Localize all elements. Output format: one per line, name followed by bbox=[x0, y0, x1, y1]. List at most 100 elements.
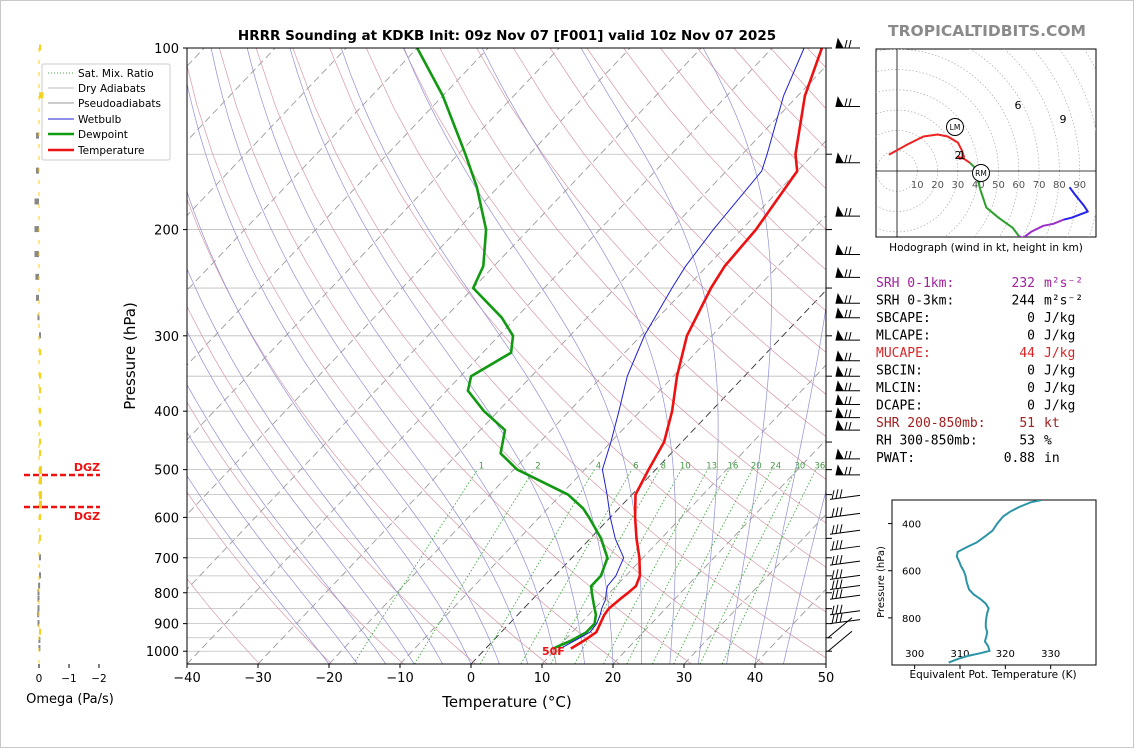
index-unit-8: kt bbox=[1044, 416, 1060, 431]
dry-adiabat-370 bbox=[476, 48, 826, 438]
mixing-ratio-line-6 bbox=[520, 469, 633, 664]
wind-barb-shaft-11 bbox=[829, 489, 861, 500]
hodograph-ring-label-1: 20 bbox=[931, 180, 944, 191]
skewt-legend: Sat. Mix. Ratio Dry Adiabats Pseudoadiab… bbox=[41, 63, 171, 161]
wind-barb-flag-15 bbox=[835, 407, 860, 419]
isotherm--40 bbox=[187, 48, 773, 664]
index-label-0: SRH 0-1km: bbox=[876, 276, 954, 291]
wind-barb-shaft-10 bbox=[829, 507, 861, 518]
index-unit-7: J/kg bbox=[1044, 399, 1075, 414]
wind-barb-14 bbox=[835, 419, 860, 431]
moist-adiabat-40 bbox=[754, 305, 826, 664]
wind-barb-feathers-17 bbox=[844, 382, 852, 391]
mixing-ratio-label-8: 8 bbox=[661, 462, 666, 472]
wind-barb-feathers-15 bbox=[844, 409, 852, 418]
mixing-ratio-label-10: 10 bbox=[680, 462, 691, 472]
theta-ytick-label-1: 600 bbox=[902, 567, 921, 578]
isotherm--100 bbox=[187, 48, 347, 217]
wind-barb-feathers-14 bbox=[844, 421, 852, 431]
hodograph-ring-label-3: 40 bbox=[972, 180, 985, 191]
storm-motion-marker-0 bbox=[946, 118, 964, 136]
wind-barb-8 bbox=[829, 540, 861, 551]
wind-barb-15 bbox=[835, 407, 860, 419]
omega-bar-1 bbox=[38, 637, 41, 644]
theta-e-xlabel: Equivalent Pot. Temperature (K) bbox=[909, 669, 1076, 681]
wind-barb-5 bbox=[829, 579, 861, 590]
dry-adiabat-380 bbox=[513, 48, 826, 395]
wind-barb-16 bbox=[835, 394, 860, 406]
wind-barb-4 bbox=[829, 589, 861, 600]
index-label-6: MLCIN: bbox=[876, 381, 923, 396]
wind-barb-flag-25 bbox=[835, 205, 860, 217]
wind-barb-feathers-27 bbox=[844, 98, 852, 107]
omega-bar-16 bbox=[39, 466, 42, 475]
theta-xtick-label-3: 330 bbox=[1041, 649, 1060, 660]
theta-xtick-label-1: 310 bbox=[950, 649, 969, 660]
wind-barb-25 bbox=[835, 205, 860, 217]
dry-adiabat-350 bbox=[402, 48, 826, 524]
hodograph: 10 20 30 40 50 60 70 80 90 12 6 9 LM RM bbox=[876, 49, 1096, 237]
mixing-ratio-label-20: 20 bbox=[751, 462, 762, 472]
theta-e-panel: 300 310 320 330 400 600 800 bbox=[888, 500, 1060, 669]
mixing-ratio-line-24 bbox=[673, 469, 773, 664]
index-label-8: SHR 200-850mb: bbox=[876, 416, 986, 431]
wind-barb-21 bbox=[835, 307, 860, 319]
skewt-xtick-label-0: −40 bbox=[173, 671, 200, 686]
omega-bar-33 bbox=[39, 92, 44, 99]
index-value-1: 244 bbox=[1012, 294, 1036, 309]
skewt-ytick-label-6: 700 bbox=[154, 552, 179, 567]
skewt-xtick-label-4: 0 bbox=[467, 671, 475, 686]
dgz-top-label: DGZ bbox=[74, 461, 100, 474]
omega-bar-5 bbox=[37, 605, 40, 612]
skewt-ytick-label-4: 500 bbox=[154, 464, 179, 479]
dry-adiabat-260 bbox=[187, 401, 404, 664]
hodograph-ring-label-5: 60 bbox=[1012, 180, 1025, 191]
wind-barb-shaft-5 bbox=[829, 579, 861, 590]
hodograph-height-label-2: 6 bbox=[1015, 99, 1022, 112]
skewt-background-lines bbox=[187, 48, 826, 664]
hodograph-segment-0 bbox=[888, 133, 971, 164]
skewt-xtick-label-9: 50 bbox=[818, 671, 835, 686]
dry-adiabat-320 bbox=[292, 48, 826, 659]
index-value-6: 0 bbox=[1027, 381, 1035, 396]
mixing-ratio-label-13: 13 bbox=[706, 462, 717, 472]
wind-barb-flag-14 bbox=[835, 419, 860, 431]
wind-barb-feathers-18 bbox=[844, 368, 852, 377]
omega-bar-18 bbox=[39, 438, 41, 445]
wind-barb-flag-21 bbox=[835, 307, 860, 319]
dry-adiabat-290 bbox=[187, 64, 620, 664]
omega-bar-17 bbox=[39, 449, 41, 456]
moist-adiabat-0 bbox=[187, 190, 472, 664]
wind-barb-shaft-2 bbox=[829, 613, 861, 625]
omega-bar-15 bbox=[39, 476, 42, 485]
wind-barb-flag-24 bbox=[835, 244, 860, 256]
wind-barb-feathers-13 bbox=[844, 450, 852, 460]
skewt-ytick-label-1: 200 bbox=[154, 224, 179, 239]
theta-ytick-label-0: 400 bbox=[902, 520, 921, 531]
wind-barb-flag-19 bbox=[835, 350, 860, 362]
omega-bar-32 bbox=[36, 132, 39, 139]
mixing-ratio-labels: 1 2 4 6 8 10 13 16 20 24 30 36 bbox=[479, 462, 826, 472]
wind-barb-feathers-22 bbox=[844, 295, 852, 304]
index-label-7: DCAPE: bbox=[876, 399, 923, 414]
wind-barb-feathers-28 bbox=[844, 39, 852, 49]
mixing-ratio-line-2 bbox=[414, 469, 535, 664]
skewt-xlabel: Temperature (°C) bbox=[441, 693, 571, 711]
mixing-ratio-line-20 bbox=[651, 469, 753, 664]
omega-bar-26 bbox=[36, 294, 39, 301]
moist-adiabat-28 bbox=[481, 48, 677, 664]
legend-temperature: Temperature bbox=[77, 145, 145, 157]
chart-title: HRRR Sounding at KDKB Init: 09z Nov 07 [… bbox=[238, 28, 776, 44]
wind-barb-feathers-24 bbox=[844, 246, 852, 255]
index-value-2: 0 bbox=[1027, 311, 1035, 326]
mixing-ratio-label-1: 1 bbox=[479, 462, 484, 472]
isotherm--80 bbox=[187, 48, 489, 366]
moist-adiabat-4 bbox=[187, 81, 500, 664]
wind-barb-shaft-8 bbox=[829, 540, 861, 551]
skewt-xtick-label-7: 30 bbox=[676, 671, 693, 686]
hodograph-ring-label-7: 80 bbox=[1053, 180, 1066, 191]
skewt-xtick-label-8: 40 bbox=[747, 671, 764, 686]
omega-bar-27 bbox=[35, 273, 39, 280]
skewt-ylabel: Pressure (hPa) bbox=[121, 302, 139, 410]
